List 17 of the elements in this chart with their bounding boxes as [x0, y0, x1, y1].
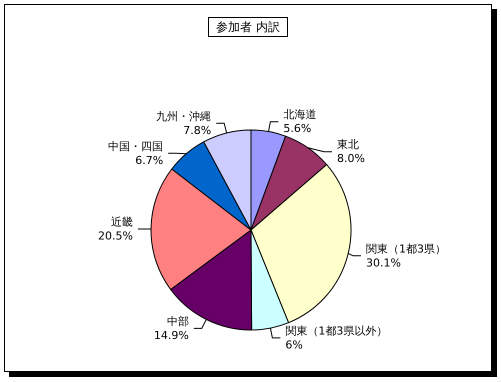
data-label: 7.8%: [183, 124, 212, 137]
slice-label: 中部: [166, 314, 189, 328]
data-label: 5.6%: [283, 122, 312, 136]
chart-title: 参加者 内訳: [216, 20, 280, 34]
slice-label: 中国・四国: [108, 140, 164, 153]
slice-label: 関東（1都3県）: [366, 242, 446, 256]
data-label: 6%: [285, 338, 303, 352]
slice-label: 近畿: [111, 215, 134, 228]
data-label: 8.0%: [337, 152, 365, 166]
slice-label: 北海道: [283, 108, 316, 122]
data-label: 20.5%: [98, 229, 134, 242]
slice-label: 関東（1都3県以外）: [285, 324, 388, 338]
slice-label: 東北: [337, 138, 360, 152]
data-label: 14.9%: [154, 328, 189, 342]
slice-label: 九州・沖縄: [156, 110, 212, 123]
data-label: 6.7%: [135, 154, 164, 167]
data-label: 30.1%: [366, 256, 401, 270]
